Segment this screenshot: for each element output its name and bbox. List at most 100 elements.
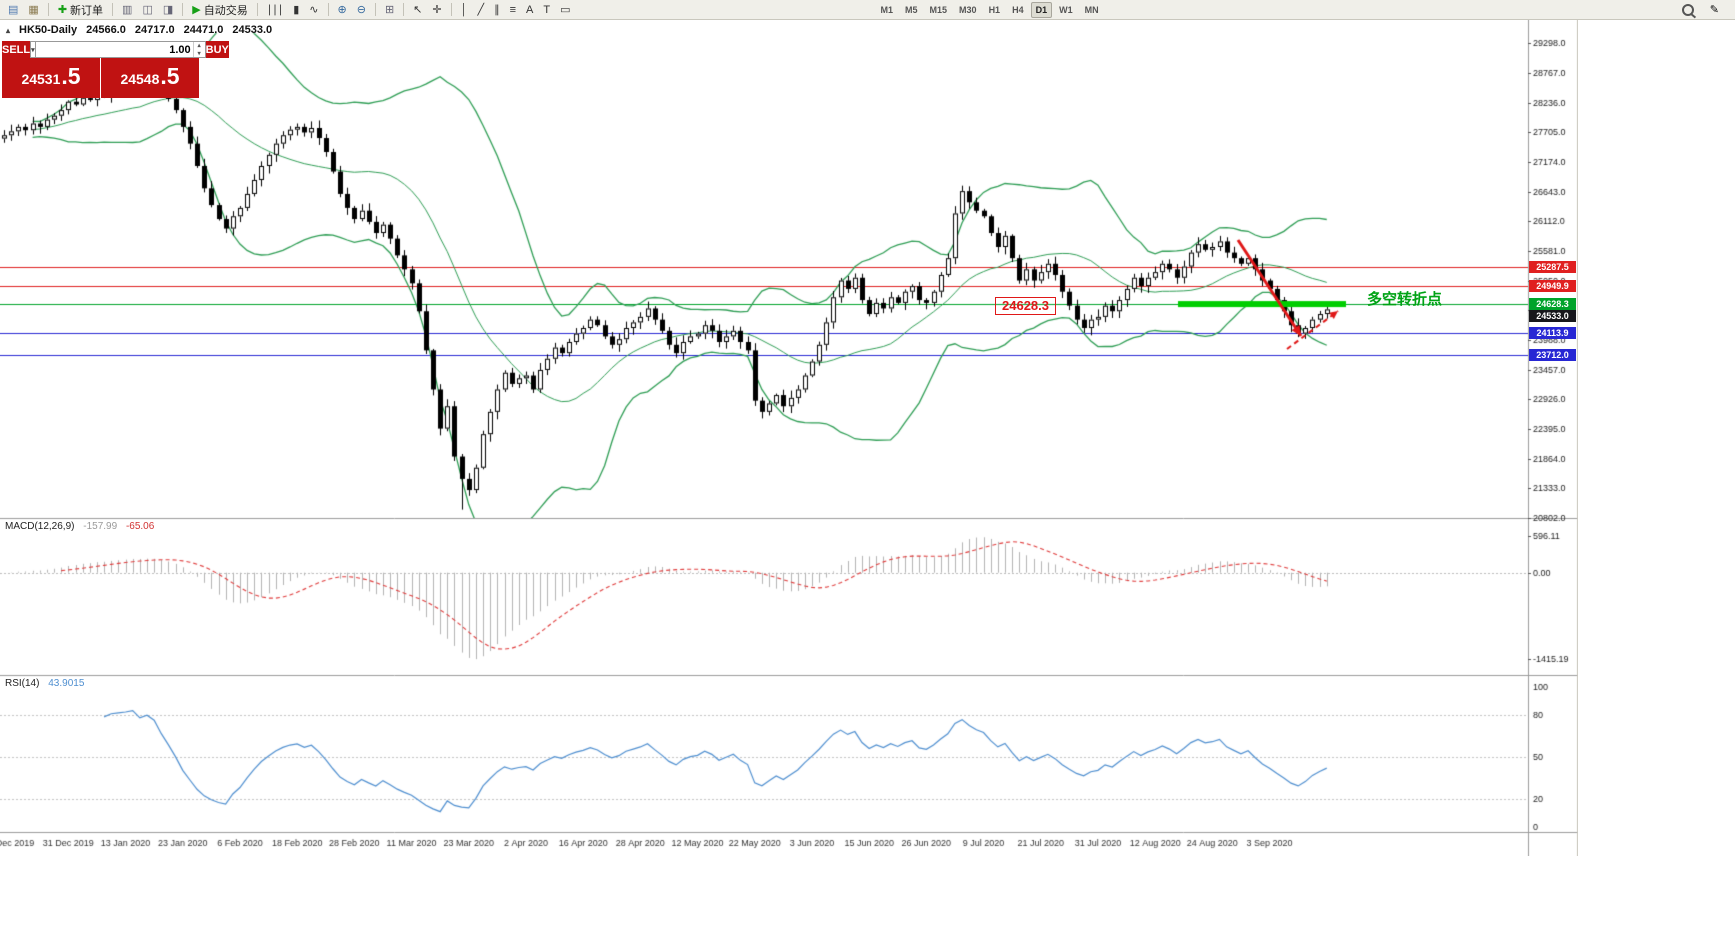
buy-button[interactable]: BUY [205, 41, 229, 58]
toolbar-separator [256, 3, 258, 16]
market-watch-button[interactable]: ▥ [118, 1, 136, 19]
edit-icon: ✎ [1709, 3, 1719, 16]
chevron-down-icon: ▾ [31, 46, 35, 54]
trendline-icon: ╱ [477, 3, 485, 16]
candlestick-chart-button[interactable]: ▮ [289, 1, 303, 19]
label-icon: T [543, 3, 551, 16]
rsi-indicator-label: RSI(14) 43.9015 [5, 678, 84, 689]
navigator-button[interactable]: ◫ [138, 1, 156, 19]
timeframe-m15-button[interactable]: M15 [929, 4, 948, 15]
timeframe-w1-button[interactable]: W1 [1059, 4, 1073, 15]
crosshair-button[interactable]: ✛ [428, 1, 445, 19]
shapes-button[interactable]: ▭ [556, 1, 574, 19]
chart-canvas[interactable] [0, 20, 1578, 856]
price-line-badge: 25287.5 [1529, 261, 1576, 273]
new-order-icon: ✚ [57, 3, 68, 16]
high-value: 24717.0 [134, 24, 175, 36]
terminal-icon: ◨ [162, 3, 174, 16]
toolbar-separator [450, 3, 452, 16]
volume-input[interactable] [35, 42, 193, 57]
bar-chart-button[interactable]: ∣∣∣ [263, 1, 288, 19]
new-chart-button[interactable]: ▤ [4, 1, 22, 19]
macd-name: MACD(12,26,9) [5, 521, 75, 532]
edit-button[interactable]: ✎ [1706, 1, 1723, 19]
macd-signal-value: -65.06 [125, 521, 155, 532]
sell-price-button[interactable]: 24531.5 [2, 58, 100, 98]
text-icon: A [526, 3, 534, 16]
open-file-button[interactable]: ▦ [24, 1, 42, 19]
order-type-dropdown[interactable]: ▾ [30, 41, 36, 58]
text-button[interactable]: A [522, 1, 537, 19]
volume-up-button[interactable]: ▴ [197, 43, 201, 50]
zoom-out-button[interactable]: ⊖ [353, 1, 370, 19]
turning-point-label: 多空转折点 [1367, 291, 1443, 308]
price-line-badge: 24949.9 [1529, 280, 1576, 292]
new-order-button[interactable]: ✚ 新订单 [54, 1, 107, 19]
toolbar-separator [112, 3, 114, 16]
volume-down-button[interactable]: ▾ [197, 50, 201, 57]
toolbar-separator [182, 3, 184, 16]
macd-indicator-label: MACD(12,26,9) -157.99 -65.06 [5, 521, 154, 532]
fibonacci-icon: ≡ [509, 3, 517, 16]
market-watch-icon: ▥ [122, 3, 133, 16]
channel-button[interactable]: ∥ [490, 1, 504, 19]
sell-price: 24531 [21, 71, 61, 87]
current-price-badge: 24533.0 [1529, 310, 1576, 322]
new-chart-icon: ▤ [8, 3, 19, 16]
search-button[interactable] [1678, 1, 1698, 19]
collapse-icon[interactable]: ▴ [6, 25, 11, 35]
terminal-button[interactable]: ◨ [159, 1, 177, 19]
vertical-line-button[interactable]: │ [457, 1, 472, 19]
timeframe-m30-button[interactable]: M30 [959, 4, 977, 15]
main-toolbar: ▤ ▦ ✚ 新订单 ▥ ◫ ◨ ▶ 自动交易 ∣∣∣ ▮ ∿ ⊕ ⊖ ⊞ ↖ ✛ │ ╱ ∥ ≡ A T ▭ M1 M5 M15 M3… [0, 0, 1735, 20]
trendline-button[interactable]: ╱ [473, 1, 488, 19]
autotrading-button[interactable]: ▶ 自动交易 [188, 1, 251, 19]
toolbar-separator [47, 3, 49, 16]
macd-main-value: -157.99 [83, 521, 118, 532]
toolbar-buttons: ▤ ▦ ✚ 新订单 ▥ ◫ ◨ ▶ 自动交易 ∣∣∣ ▮ ∿ ⊕ ⊖ ⊞ ↖ ✛ │ ╱ ∥ ≡ A T ▭ M1 M5 M15 M3… [3, 0, 1677, 19]
search-icon [1681, 3, 1694, 16]
cursor-icon: ↖ [413, 3, 423, 16]
timeframe-d1-button[interactable]: D1 [1030, 1, 1053, 18]
line-chart-icon: ∿ [309, 3, 319, 16]
toolbar-separator [327, 3, 329, 16]
sell-button[interactable]: SELL [2, 41, 31, 58]
shapes-icon: ▭ [560, 3, 571, 16]
zoom-in-button[interactable]: ⊕ [334, 1, 351, 19]
buy-price-button[interactable]: 24548.5 [101, 58, 199, 98]
tile-windows-button[interactable]: ⊞ [381, 1, 398, 19]
price-line-badge: 23712.0 [1529, 349, 1576, 361]
open-file-icon: ▦ [28, 3, 39, 16]
low-value: 24471.0 [183, 24, 224, 36]
timeframe-m1-button[interactable]: M1 [880, 4, 894, 15]
toolbar-right: ✎ [1677, 1, 1732, 19]
toolbar-separator [403, 3, 405, 16]
new-order-button-label: 新订单 [70, 4, 104, 17]
timeframe-h1-button[interactable]: H1 [988, 4, 1001, 15]
sell-price-pips: .5 [61, 63, 81, 89]
buy-price-pips: .5 [160, 63, 180, 89]
zoom-out-icon: ⊖ [356, 3, 366, 16]
price-line-badge: 24628.3 [1529, 298, 1576, 310]
zoom-in-icon: ⊕ [337, 3, 347, 16]
tile-windows-icon: ⊞ [384, 3, 395, 16]
timeframe-h4-button[interactable]: H4 [1012, 4, 1024, 15]
timeframe-mn-button[interactable]: MN [1084, 4, 1099, 15]
one-click-trading-panel: SELL ▾ ▴ ▾ BUY 24531.5 24548.5 [2, 41, 229, 98]
line-chart-button[interactable]: ∿ [305, 1, 322, 19]
label-button[interactable]: T [539, 1, 554, 19]
close-value: 24533.0 [232, 24, 273, 36]
candlestick-chart-icon: ▮ [293, 3, 300, 16]
buy-price: 24548 [120, 71, 160, 87]
chart-ohlc-header: ▴ HK50-Daily 24566.0 24717.0 24471.0 245… [6, 24, 272, 36]
bar-chart-icon: ∣∣∣ [266, 3, 284, 16]
fibonacci-button[interactable]: ≡ [506, 1, 520, 19]
channel-icon: ∥ [494, 3, 500, 16]
volume-box: ▴ ▾ [35, 41, 206, 58]
crosshair-icon: ✛ [432, 3, 442, 16]
cursor-button[interactable]: ↖ [409, 1, 426, 19]
toolbar-separator [374, 3, 376, 16]
autotrading-icon: ▶ [192, 3, 201, 16]
timeframe-m5-button[interactable]: M5 [905, 4, 918, 15]
